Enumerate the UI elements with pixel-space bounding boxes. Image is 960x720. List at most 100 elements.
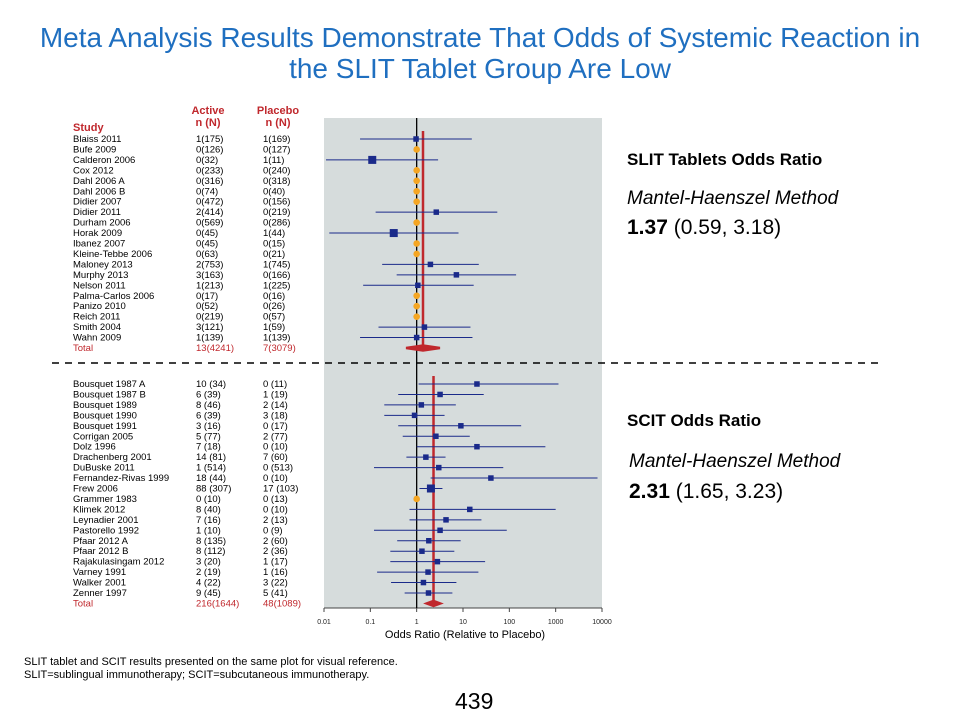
placebo-count: 0(166): [263, 270, 290, 281]
study-name: Frew 2006: [73, 484, 118, 495]
placebo-count: 1(44): [263, 228, 285, 239]
study-point-empty: [413, 187, 420, 195]
active-count: 2(414): [196, 207, 223, 218]
scit-or-value: 2.31 (1.65, 3.23): [629, 480, 783, 504]
placebo-count: 0(219): [263, 207, 290, 218]
active-count: 0(472): [196, 197, 223, 208]
study-point: [474, 443, 480, 450]
study-name: Pastorello 1992: [73, 525, 139, 536]
study-point-empty: [413, 219, 420, 226]
scit-or-heading: SCIT Odds Ratio: [627, 411, 762, 430]
study-point: [427, 261, 434, 268]
placebo-count: 1(745): [263, 259, 290, 270]
slit-or-value: 1.37 (0.59, 3.18): [627, 216, 781, 240]
study-name: Dolz 1996: [73, 442, 116, 453]
study-name: Klimek 2012: [73, 504, 125, 515]
placebo-count: 0 (10): [263, 442, 288, 453]
study-name: Durham 2006: [73, 218, 131, 229]
study-name: Leynadier 2001: [73, 515, 139, 526]
placebo-count: 2 (60): [263, 536, 288, 547]
placebo-count: 1(59): [263, 322, 285, 333]
study-point: [411, 412, 418, 419]
placebo-count: 0(16): [263, 291, 285, 302]
active-count: 3(163): [196, 270, 223, 281]
study-point: [420, 579, 427, 586]
active-count: 0(569): [196, 218, 223, 229]
active-count: 88 (307): [196, 484, 231, 495]
study-point: [433, 433, 439, 439]
study-point-empty: [413, 198, 420, 205]
study-name: Total: [73, 343, 93, 354]
placebo-count: 3 (22): [263, 578, 288, 589]
active-count: 8 (46): [196, 400, 221, 411]
placebo-count: 1 (17): [263, 557, 288, 568]
study-name: Maloney 2013: [73, 259, 133, 270]
pooled-diamond: [423, 599, 444, 608]
study-name: Horak 2009: [73, 228, 122, 239]
placebo-count: 1(169): [263, 134, 290, 145]
study-name: Bousquet 1987 B: [73, 389, 146, 400]
study-name: Blaiss 2011: [73, 134, 121, 145]
active-count: 7 (18): [196, 442, 221, 453]
active-count: 216(1644): [196, 598, 239, 609]
placebo-count: 1(11): [263, 155, 284, 166]
study-point: [421, 324, 428, 330]
placebo-count: 2 (36): [263, 546, 288, 557]
active-count: 6 (39): [196, 410, 221, 421]
placebo-count: 0(57): [263, 312, 285, 323]
placebo-count: 2 (77): [263, 431, 288, 442]
active-count: 13(4241): [196, 343, 234, 354]
x-tick-label: 1000: [548, 619, 564, 626]
study-name: Corrigan 2005: [73, 431, 133, 442]
slit-or-number: 1.37: [627, 216, 668, 239]
placebo-count: 0(127): [263, 144, 290, 155]
study-name: Rajakulasingam 2012: [73, 557, 164, 568]
placebo-count: 0(318): [263, 176, 290, 187]
placebo-count: 1 (19): [263, 389, 288, 400]
study-point: [423, 454, 429, 460]
active-count: 1 (10): [196, 525, 221, 536]
placebo-count: 0(15): [263, 239, 285, 250]
x-tick-label: 10000: [592, 619, 612, 626]
study-name: Murphy 2013: [73, 270, 128, 281]
placebo-header: Placebo n (N): [256, 105, 300, 129]
study-name: Bousquet 1991: [73, 421, 137, 432]
study-point: [415, 282, 421, 289]
study-point: [458, 423, 464, 429]
footnote: SLIT tablet and SCIT results presented o…: [24, 656, 398, 682]
study-point-empty: [413, 250, 420, 258]
scit-method: Mantel-Haenszel Method: [629, 451, 841, 472]
study-point: [474, 381, 480, 387]
x-axis-label: Odds Ratio (Relative to Placebo): [384, 629, 546, 641]
active-count: 4 (22): [196, 578, 221, 589]
placebo-count: 0 (10): [263, 504, 288, 515]
placebo-count: 0(156): [263, 197, 290, 208]
active-count: 5 (77): [196, 431, 221, 442]
scit-or-number: 2.31: [629, 480, 670, 503]
placebo-count: 5 (41): [263, 588, 288, 599]
x-tick-label: 10: [459, 619, 467, 626]
study-name: Nelson 2011: [73, 280, 126, 291]
study-point-empty: [413, 240, 420, 247]
study-name: Kleine-Tebbe 2006: [73, 249, 152, 260]
placebo-count: 0 (10): [263, 473, 288, 484]
study-name: Calderon 2006: [73, 155, 135, 166]
active-count: 1(175): [196, 134, 223, 145]
active-count: 3 (16): [196, 421, 221, 432]
study-name: Grammer 1983: [73, 494, 137, 505]
study-name: Smith 2004: [73, 322, 121, 333]
study-name: Wahn 2009: [73, 333, 121, 344]
study-point: [413, 136, 419, 142]
active-count: 6 (39): [196, 389, 221, 400]
active-count: 14 (81): [196, 452, 226, 463]
study-point-empty: [413, 167, 420, 174]
study-name: Varney 1991: [73, 567, 126, 578]
study-point: [443, 517, 449, 523]
study-point: [434, 558, 441, 565]
study-name: Pfaar 2012 B: [73, 546, 128, 557]
study-point: [413, 334, 420, 341]
study-name: Pfaar 2012 A: [73, 536, 129, 547]
study-point: [426, 538, 432, 544]
placebo-count: 17 (103): [263, 484, 298, 495]
x-tick-label: 0.01: [317, 619, 331, 626]
